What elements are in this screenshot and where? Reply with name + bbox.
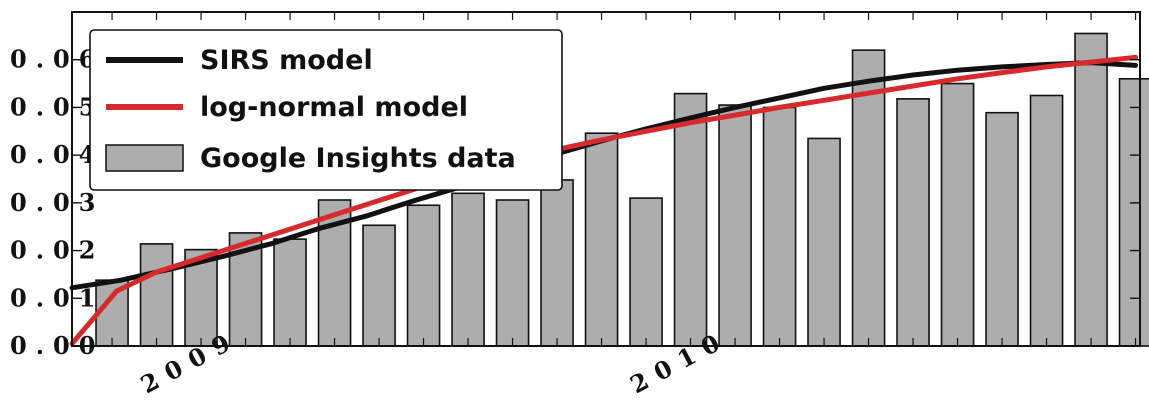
legend-label-lognormal: log-normal model xyxy=(200,92,468,123)
bar xyxy=(139,243,174,347)
bar xyxy=(362,224,396,347)
y-tick-labels: 0.00 0.01 0.02 0.03 0.04 0.05 0.06 xyxy=(10,45,104,360)
legend-label-sirs: SIRS model xyxy=(200,45,373,76)
y-tick-label: 0.02 xyxy=(10,236,104,265)
bar xyxy=(896,98,930,347)
y-tick-label: 0.06 xyxy=(10,45,104,74)
bar xyxy=(540,179,574,347)
legend-label-google: Google Insights data xyxy=(200,143,516,174)
bar xyxy=(406,204,441,347)
bar xyxy=(762,106,797,347)
bar xyxy=(940,82,975,347)
y-tick-label: 0.01 xyxy=(10,283,104,312)
bar xyxy=(807,137,841,347)
series-line xyxy=(69,54,1138,347)
bar xyxy=(629,197,663,347)
bar xyxy=(495,199,530,347)
plot-frame xyxy=(71,11,1141,347)
bar xyxy=(718,104,752,347)
bar xyxy=(1029,94,1064,347)
y-tick-label: 0.05 xyxy=(10,92,104,121)
bar xyxy=(273,238,307,347)
bar xyxy=(851,49,886,347)
y-tick-label: 0.00 xyxy=(10,331,104,360)
bar xyxy=(1074,32,1108,347)
bar xyxy=(985,111,1019,347)
legend: SIRS model log-normal model Google Insig… xyxy=(89,29,563,191)
bar xyxy=(1118,78,1149,347)
bar xyxy=(451,192,485,347)
bar xyxy=(584,132,619,347)
ticks-group xyxy=(72,12,1140,347)
bar xyxy=(673,92,708,347)
y-tick-label: 0.03 xyxy=(10,188,104,217)
legend-swatch-google xyxy=(105,144,184,172)
lines-group xyxy=(69,54,1138,347)
legend-box xyxy=(89,29,563,191)
y-tick-label: 0.04 xyxy=(10,140,104,169)
